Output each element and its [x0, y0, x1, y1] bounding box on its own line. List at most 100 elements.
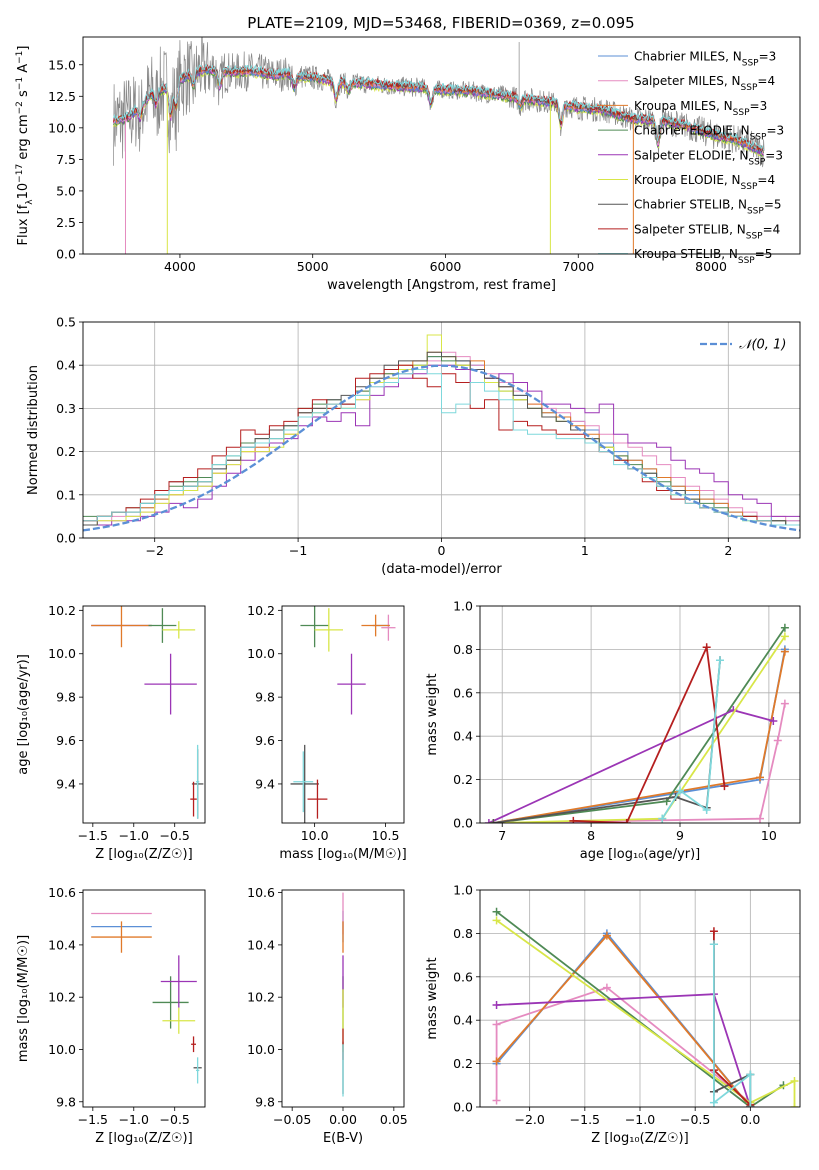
x-tick-label: 10.0	[301, 828, 329, 843]
y-tick-label: 10.0	[48, 646, 76, 661]
y-tick-label: 10.4	[247, 937, 275, 952]
series-chabrier-stelib	[493, 660, 721, 823]
y-axis-label: age [log₁₀(age/yr)]	[16, 654, 31, 775]
series-marker	[492, 916, 501, 925]
plot-area	[484, 623, 789, 823]
y-tick-label: 10.0	[247, 646, 275, 661]
x-tick-label: 6000	[430, 259, 462, 274]
x-tick-label: 8000	[695, 259, 727, 274]
y-tick-label: 9.4	[56, 776, 76, 791]
y-tick-label: 10.0	[48, 120, 76, 135]
panel-weight_vs_Z: −2.0 −1.5 −1.0 −0.5 0.0 0.0 0.2 0.4 0.6 0.8 1.0 Z […	[425, 883, 801, 1146]
series-kroupa-miles	[495, 934, 751, 1107]
series-marker	[769, 717, 778, 726]
errorbar-point	[160, 955, 197, 1008]
x-axis-label: mass [log₁₀(M/M☉)]	[279, 847, 406, 862]
errorbar-point	[148, 608, 177, 643]
series-marker	[780, 647, 789, 656]
x-tick-label: 7000	[562, 259, 594, 274]
errorbar-point	[381, 614, 396, 641]
panel-age_vs_Z: −1.5 −1.0 −0.5 9.4 9.6 9.8 10.0 10.2 Z [log₁₀(Z/…	[16, 603, 206, 862]
series-marker	[702, 805, 711, 814]
x-tick-label: 5000	[297, 259, 329, 274]
y-tick-label: 0.1	[56, 487, 76, 502]
y-tick-label: 12.5	[48, 89, 76, 104]
series-marker	[780, 623, 789, 632]
normal-curve-line	[83, 364, 800, 532]
y-tick-label: 1.0	[453, 599, 473, 614]
y-tick-label: 9.8	[255, 690, 275, 705]
y-axis-label: mass [log₁₀(M/M☉)]	[16, 935, 31, 1062]
y-tick-label: 0.6	[453, 685, 473, 700]
x-tick-label: −2.0	[514, 1112, 544, 1127]
axes-frame	[82, 36, 801, 255]
errorbar-point	[290, 744, 319, 823]
plot-area	[91, 912, 202, 1084]
panel-weight_vs_age: 7 8 9 10 0.0 0.2 0.4 0.6 0.8 1.0 age [log₁₀(age/yr…	[425, 599, 801, 862]
y-tick-label: 5.0	[56, 183, 76, 198]
axes-frame	[479, 605, 801, 824]
errorbar-point	[162, 621, 196, 639]
y-axis-label: mass weight	[425, 673, 440, 755]
errorbar-point	[314, 608, 343, 652]
x-axis-label: age [log₁₀(age/yr)]	[580, 847, 701, 862]
x-tick-label: −0.5	[160, 1112, 190, 1127]
x-tick-label: −1.5	[570, 1112, 600, 1127]
y-tick-label: 10.2	[48, 990, 76, 1005]
y-tick-label: 10.2	[48, 603, 76, 618]
series-marker	[790, 1076, 799, 1085]
legend-label: Salpeter STELIB, NSSP=4	[634, 222, 780, 241]
x-tick-label: 0.00	[329, 1112, 357, 1127]
y-tick-label: 10.4	[48, 937, 76, 952]
errorbar-point	[337, 653, 366, 715]
x-tick-label: 1	[581, 543, 589, 558]
y-tick-label: 0.4	[56, 358, 76, 373]
x-tick-label: −1.5	[78, 1112, 108, 1127]
panel-spectrum: 4000 5000 6000 7000 8000 0.0 2.5 5.0 7.5 10.0 12.5…	[15, 36, 801, 293]
x-tick-label: −2	[145, 543, 163, 558]
y-tick-label: 1.0	[453, 883, 473, 898]
series-marker	[756, 773, 764, 782]
series-marker	[602, 931, 611, 940]
x-tick-label: 9	[676, 828, 684, 843]
y-axis-label: Normed distribution	[26, 365, 41, 495]
axes-frame	[479, 889, 801, 1108]
x-tick-label: 8	[587, 828, 595, 843]
histogram-chabrier-elodie	[83, 356, 800, 526]
series-kroupa-stelib	[713, 944, 752, 1107]
y-tick-label: 9.8	[56, 690, 76, 705]
series-marker	[658, 814, 667, 823]
y-tick-label: 9.8	[255, 1094, 275, 1109]
panel-mass_vs_Z: −1.5 −1.0 −0.5 9.8 10.0 10.2 10.4 10.6 Z [log₁₀(…	[16, 885, 206, 1146]
y-tick-label: 15.0	[48, 57, 76, 72]
x-tick-label: −1.0	[119, 1112, 149, 1127]
y-tick-label: 0.4	[453, 729, 473, 744]
y-tick-label: 10.6	[247, 885, 275, 900]
errorbar-point	[91, 606, 152, 648]
x-tick-label: −1.0	[625, 1112, 655, 1127]
series-marker	[780, 632, 789, 641]
y-tick-label: 0.0	[56, 247, 76, 262]
errorbar-point	[307, 779, 328, 819]
series-marker	[773, 736, 782, 745]
y-tick-label: 0.2	[453, 772, 473, 787]
errorbar-point	[190, 781, 197, 817]
panel-mass_vs_EBV: −0.05 0.00 0.05 9.8 10.0 10.2 10.4 10.6 E(B-V)	[247, 885, 408, 1146]
errorbar-point	[91, 921, 152, 953]
errorbar-point	[152, 976, 189, 1029]
series-marker	[746, 1103, 755, 1107]
errorbar-point	[191, 1036, 196, 1053]
series-marker	[746, 1070, 755, 1079]
legend-label: Chabrier STELIB, NSSP=5	[634, 198, 782, 217]
x-tick-label: 0.0	[740, 1112, 760, 1127]
series-marker	[622, 819, 631, 823]
y-tick-label: 0.2	[56, 444, 76, 459]
series-marker	[484, 819, 493, 823]
series-marker	[492, 1020, 501, 1029]
y-tick-label: 9.6	[255, 733, 275, 748]
series-marker	[602, 983, 611, 992]
model-spectrum-kroupa-stelib	[113, 63, 765, 151]
errorbar-point	[300, 606, 329, 648]
y-tick-label: 0.0	[453, 816, 473, 831]
